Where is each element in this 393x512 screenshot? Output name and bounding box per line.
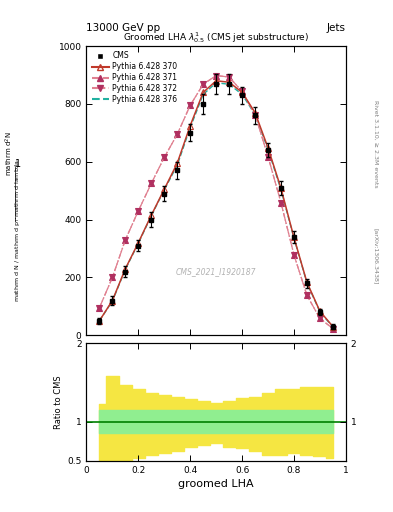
Text: [arXiv:1306.3438]: [arXiv:1306.3438] bbox=[373, 228, 378, 284]
Text: ─────────────────: ───────────────── bbox=[15, 167, 20, 222]
Text: 1: 1 bbox=[15, 159, 21, 169]
Text: CMS_2021_I1920187: CMS_2021_I1920187 bbox=[176, 267, 256, 276]
Y-axis label: Ratio to CMS: Ratio to CMS bbox=[54, 375, 63, 429]
Text: Rivet 3.1.10, ≥ 2.3M events: Rivet 3.1.10, ≥ 2.3M events bbox=[373, 99, 378, 187]
Text: mathrm d N / mathrm d p$_\mathrm{T}$ mathrm d lambda: mathrm d N / mathrm d p$_\mathrm{T}$ mat… bbox=[13, 159, 22, 302]
Text: Jets: Jets bbox=[327, 23, 346, 33]
Legend: CMS, Pythia 6.428 370, Pythia 6.428 371, Pythia 6.428 372, Pythia 6.428 376: CMS, Pythia 6.428 370, Pythia 6.428 371,… bbox=[90, 50, 179, 105]
Text: 13000 GeV pp: 13000 GeV pp bbox=[86, 23, 161, 33]
Text: mathrm d$^2$N: mathrm d$^2$N bbox=[4, 132, 15, 176]
Title: Groomed LHA $\lambda^{1}_{0.5}$ (CMS jet substructure): Groomed LHA $\lambda^{1}_{0.5}$ (CMS jet… bbox=[123, 30, 309, 45]
X-axis label: groomed LHA: groomed LHA bbox=[178, 479, 254, 489]
